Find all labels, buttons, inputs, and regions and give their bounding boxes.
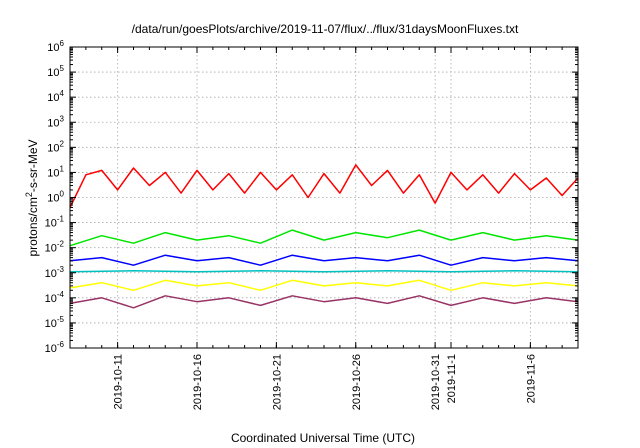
plot-frame: [69, 46, 579, 349]
y-tick-label: 102: [47, 139, 64, 154]
y-tick-label: 100: [47, 190, 64, 205]
y-tick-label: 103: [47, 114, 64, 129]
y-tick-label: 10-5: [45, 315, 65, 330]
x-tick-label: 2019-10-26: [351, 354, 363, 410]
x-axis-label: Coordinated Universal Time (UTC): [231, 431, 415, 445]
x-tick-label: 2019-10-31: [430, 354, 442, 410]
series-line-0: [69, 164, 579, 208]
chart-title: /data/run/goesPlots/archive/2019-11-07/f…: [132, 22, 519, 36]
x-ticks: 2019-10-11 2019-10-16 2019-10-21 2019-10-26…: [85, 47, 563, 410]
x-tick-label: 2019-10-11: [113, 354, 125, 409]
y-axis-label-main: protons/cm: [26, 197, 40, 256]
y-axis-label-unit: -s-sr-MeV: [26, 139, 40, 192]
y-tick-label: 104: [47, 89, 64, 104]
y-tick-label: 10-6: [45, 340, 65, 355]
y-tick-label: 10-2: [45, 240, 65, 255]
series-line-3: [69, 270, 579, 273]
y-tick-label: 106: [47, 39, 64, 54]
y-tick-label: 10-3: [45, 265, 65, 280]
x-tick-label: 2019-10-16: [192, 354, 204, 410]
series-line-5: [69, 295, 579, 309]
y-tick-label: 10-1: [45, 215, 65, 230]
x-tick-label: 2019-11-1: [446, 354, 458, 403]
x-tick-label: 2019-11-6: [525, 354, 537, 403]
y-tick-label: 101: [47, 164, 64, 179]
x-tick-label: 2019-10-21: [271, 354, 283, 410]
series-line-4: [69, 279, 579, 292]
y-axis-label-exponent: 2: [24, 192, 34, 197]
y-tick-label: 105: [47, 64, 64, 79]
series-line-1: [69, 229, 579, 247]
series-line-2: [69, 254, 579, 266]
grid-lines: [70, 47, 578, 348]
y-tick-label: 10-4: [45, 290, 65, 305]
y-ticks: 10-6 10-5 10-4 10-3 10-2 10-1 100 101 102 103 104 1…: [45, 39, 578, 355]
y-axis-label: protons/cm2-s-sr-MeV: [24, 139, 40, 256]
series-lines: [69, 164, 579, 309]
